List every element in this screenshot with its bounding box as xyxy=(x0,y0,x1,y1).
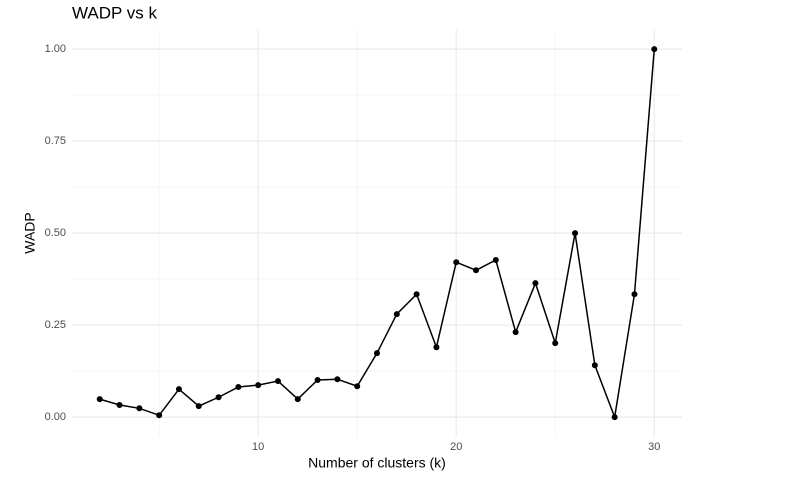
y-tick-label: 0.00 xyxy=(45,411,66,423)
point xyxy=(294,396,301,403)
x-axis-label: Number of clusters (k) xyxy=(308,455,446,471)
point xyxy=(473,267,480,274)
y-tick-label: 0.25 xyxy=(45,319,66,331)
point xyxy=(552,340,559,347)
point xyxy=(591,362,598,369)
y-tick-label: 1.00 xyxy=(45,43,66,55)
point xyxy=(393,311,400,318)
point xyxy=(492,256,499,263)
point xyxy=(453,259,460,266)
point xyxy=(116,401,123,408)
point xyxy=(136,405,143,412)
point xyxy=(572,230,579,237)
point xyxy=(651,46,658,53)
point xyxy=(96,396,103,403)
y-axis-label: WADP xyxy=(22,212,38,253)
chart-title: WADP vs k xyxy=(72,3,158,22)
point xyxy=(274,378,281,385)
x-tick-label: 10 xyxy=(252,441,264,453)
point xyxy=(215,394,222,401)
point xyxy=(334,376,341,383)
point xyxy=(195,403,202,410)
point xyxy=(631,291,638,298)
point xyxy=(433,344,440,351)
point xyxy=(532,280,539,287)
grid xyxy=(72,30,682,437)
point xyxy=(175,386,182,393)
y-tick-label: 0.50 xyxy=(45,227,66,239)
point xyxy=(611,414,618,421)
point xyxy=(374,350,380,357)
point xyxy=(156,412,163,419)
point xyxy=(413,291,420,298)
x-tick-label: 30 xyxy=(648,441,660,453)
point xyxy=(512,329,519,336)
point xyxy=(314,376,321,383)
point xyxy=(235,383,242,390)
point xyxy=(255,382,262,389)
point xyxy=(354,383,361,390)
x-tick-label: 20 xyxy=(450,441,462,453)
y-tick-label: 0.75 xyxy=(45,135,66,147)
